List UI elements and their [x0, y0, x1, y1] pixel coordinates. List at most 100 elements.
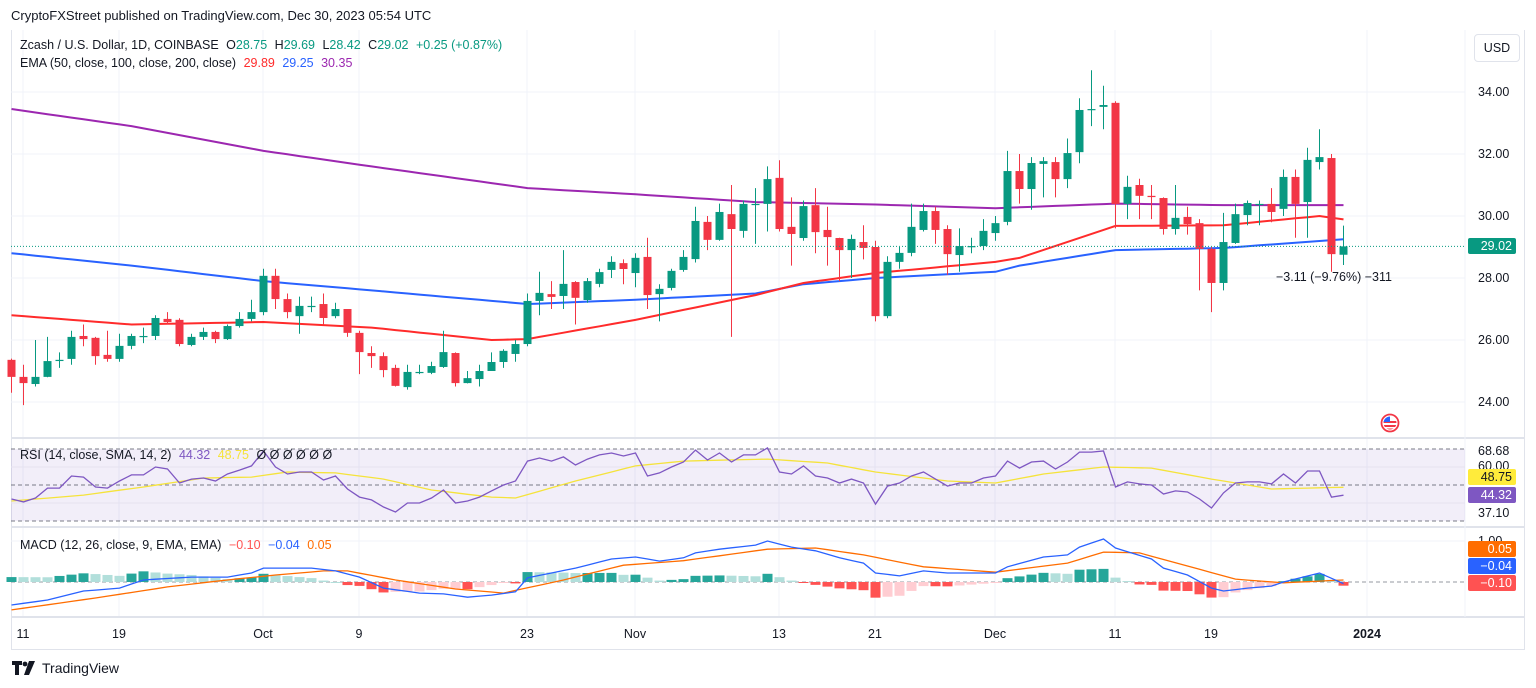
macd-histogram-bar [6, 577, 17, 582]
candle-body [1051, 162, 1060, 180]
candle-body [1195, 223, 1204, 249]
price-tick-label: 30.00 [1478, 209, 1510, 223]
candle [1099, 85, 1108, 130]
time-tick-label: 23 [520, 627, 534, 641]
candle-body [871, 247, 880, 317]
macd-histogram-bar [870, 582, 881, 598]
currency-button[interactable]: USD [1474, 34, 1520, 62]
macd-histogram-bar [1122, 581, 1133, 583]
candle-body [739, 203, 748, 231]
candle-body [1159, 198, 1168, 230]
macd-hist-value: −0.10 [228, 538, 261, 552]
candle-body [1279, 176, 1288, 209]
candle-body [1015, 171, 1024, 190]
candle-body [151, 317, 160, 336]
candle [1315, 129, 1324, 170]
macd-legend[interactable]: MACD (12, 26, close, 9, EMA, EMA) −0.10 … [20, 538, 336, 552]
candle-body [115, 345, 124, 359]
candle-body [283, 299, 292, 313]
macd-histogram-bar [762, 573, 773, 582]
candle [1195, 219, 1204, 291]
candle [535, 271, 544, 316]
candle-body [43, 361, 52, 377]
macd-histogram-bar [1242, 582, 1253, 591]
us-economic-event-flag-icon[interactable] [1380, 413, 1400, 433]
macd-histogram-bar [1146, 582, 1157, 585]
candle-body [1039, 161, 1048, 164]
candle [499, 349, 508, 368]
candle [631, 253, 640, 288]
candle [871, 240, 880, 322]
macd-histogram-bar [750, 576, 761, 582]
macd-histogram-bar [138, 571, 149, 582]
candle-body [295, 305, 304, 317]
macd-histogram-bar [246, 577, 257, 582]
candle [151, 315, 160, 340]
candles [7, 70, 1348, 406]
candle [643, 237, 652, 309]
candle [1087, 70, 1096, 127]
candle-body [463, 378, 472, 384]
macd-histogram-bar [66, 574, 77, 582]
ema-title: EMA (50, close, 100, close, 200, close) [20, 56, 237, 70]
rsi-scale-label: 68.68 [1478, 444, 1510, 458]
symbol-legend[interactable]: Zcash / U.S. Dollar, 1D, COINBASE O28.75… [20, 38, 506, 52]
macd-histogram-bar [1062, 573, 1073, 582]
time-tick-label: Dec [983, 627, 1007, 641]
tradingview-logo[interactable]: TradingView [12, 660, 119, 676]
candle-body [1063, 153, 1072, 180]
macd-signal-line [11, 547, 1344, 611]
candle-body [79, 335, 88, 340]
macd-histogram-bar [450, 582, 461, 589]
macd-histogram-bar [306, 578, 317, 582]
candle [667, 268, 676, 291]
candle [1279, 169, 1288, 216]
candle [475, 364, 484, 387]
rsi-legend[interactable]: RSI (14, close, SMA, 14, 2) 44.32 48.75 … [20, 448, 336, 462]
ema-legend[interactable]: EMA (50, close, 100, close, 200, close) … [20, 56, 356, 70]
candle-body [391, 367, 400, 386]
macd-histogram-bar [114, 575, 125, 582]
rsi-title: RSI (14, close, SMA, 14, 2) [20, 448, 172, 462]
candle [163, 312, 172, 325]
candle-body [859, 242, 868, 248]
macd-histogram-bar [858, 582, 869, 591]
candle [571, 281, 580, 325]
candle-body [1207, 248, 1216, 283]
candle-body [1147, 195, 1156, 198]
macd-histogram-bar [390, 582, 401, 592]
candle [607, 256, 616, 278]
candle [115, 333, 124, 362]
macd-histogram-bar [42, 577, 53, 582]
macd-histogram-bar [486, 582, 497, 586]
candle-body [1327, 158, 1336, 255]
candle-body [559, 283, 568, 296]
candle-body [895, 252, 904, 262]
macd-value: −0.04 [268, 538, 300, 552]
candle-body [499, 350, 508, 363]
macd-histogram-bar [618, 574, 629, 582]
candle [823, 206, 832, 266]
candle [931, 206, 940, 244]
macd-histogram-bar [78, 573, 89, 582]
ema100-line [11, 238, 1344, 306]
candle-body [103, 354, 112, 359]
macd-histogram-bar [738, 575, 749, 582]
candle [727, 185, 736, 337]
candle [691, 206, 700, 263]
candle [1255, 200, 1264, 226]
rsi-ma-tag: 48.75 [1468, 469, 1516, 485]
candle-body [583, 281, 592, 301]
candle-body [1003, 171, 1012, 222]
candle-body [343, 309, 352, 333]
macd-histogram-bar [438, 582, 449, 589]
candle [343, 309, 352, 337]
candle [91, 336, 100, 365]
rsi-tag: 44.32 [1468, 487, 1516, 503]
macd-histogram-bar [342, 582, 353, 586]
macd-histogram-bar [942, 582, 953, 587]
candle-body [667, 270, 676, 288]
ohlc-open: O28.75 [226, 38, 268, 52]
candle-body [427, 366, 436, 373]
